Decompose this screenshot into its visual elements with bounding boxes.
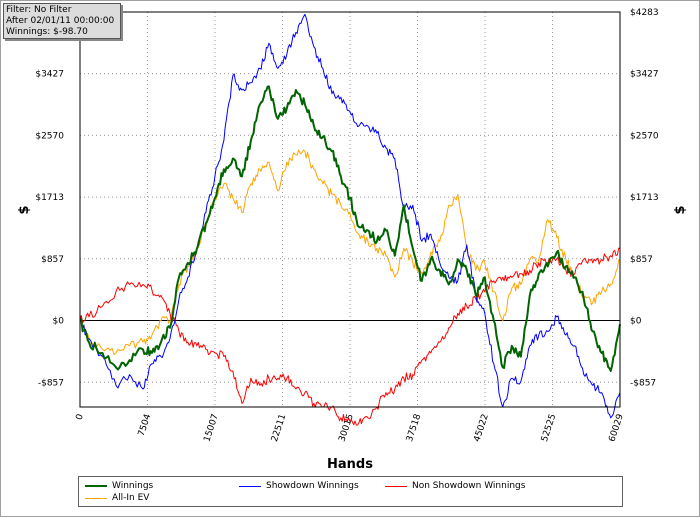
y-axis-title-left: $ — [17, 205, 32, 214]
filter-info-box: Filter: No Filter After 02/01/11 00:00:0… — [3, 3, 121, 39]
legend-swatch-showdown — [239, 485, 261, 487]
y-tick-label-right: $2570 — [630, 131, 659, 141]
x-tick-label: 22511 — [270, 413, 288, 443]
y-tick-label-right: $1713 — [630, 193, 659, 203]
series-line-showdown — [79, 13, 621, 419]
series-line-winnings — [79, 85, 621, 372]
y-tick-labels-right: -$857 $0 $857 $1713 $2570 $3427 $4283 — [630, 8, 659, 388]
y-axis-title-right: $ — [673, 205, 688, 214]
legend-label-non-showdown: Non Showdown Winnings — [412, 481, 526, 491]
winnings-total-label: Winnings: $-98.70 — [6, 27, 88, 37]
legend-label-showdown: Showdown Winnings — [266, 481, 359, 491]
y-tick-label-right: $0 — [630, 317, 642, 327]
y-tick-label-left: $1713 — [35, 193, 64, 203]
x-tick-label: 37518 — [405, 413, 423, 444]
y-tick-label-right: $4283 — [630, 8, 659, 18]
y-tick-label-left: $3427 — [35, 70, 64, 80]
legend-item-showdown: Showdown Winnings — [239, 480, 359, 492]
legend-label-allin-ev: All-In EV — [112, 493, 150, 503]
legend-item-non-showdown: Non Showdown Winnings — [385, 480, 525, 492]
legend-label-winnings: Winnings — [112, 481, 154, 491]
y-tick-label-left: $2570 — [35, 131, 64, 141]
legend-swatch-winnings — [85, 485, 107, 487]
filter-label: Filter: No Filter — [6, 5, 72, 15]
legend-item-winnings: Winnings — [85, 480, 153, 492]
x-axis-title: Hands — [327, 457, 373, 472]
y-tick-labels-left: -$857$0$857$1713$2570$3427$4283 — [35, 8, 64, 388]
x-tick-label: 30015 — [337, 413, 355, 443]
series-line-non-showdown — [79, 247, 621, 426]
x-tick-label: 45022 — [472, 413, 490, 443]
x-tick-labels: 0 7504 15007 22511 30015 37518 45022 52525 60029 — [75, 413, 626, 444]
y-tick-label-right: -$857 — [630, 378, 656, 388]
grid-layer — [79, 11, 621, 407]
legend-item-allin-ev: All-In EV — [85, 492, 149, 504]
y-tick-label-left: $857 — [41, 255, 64, 265]
x-tick-label: 15007 — [202, 413, 220, 443]
x-tick-label: 52525 — [540, 413, 558, 443]
legend-swatch-allin-ev — [85, 497, 107, 499]
legend-swatch-non-showdown — [385, 485, 407, 487]
plot-border — [79, 11, 621, 408]
y-tick-label-left: $0 — [53, 317, 65, 327]
y-tick-label-left: -$857 — [38, 378, 64, 388]
y-tick-label-right: $3427 — [630, 70, 659, 80]
x-tick-label: 7504 — [137, 413, 154, 438]
after-date-label: After 02/01/11 00:00:00 — [6, 16, 115, 26]
y-tick-label-right: $857 — [630, 255, 653, 265]
x-tick-label: 0 — [75, 413, 86, 422]
series-layer — [79, 13, 621, 426]
chart-legend: Winnings Showdown Winnings Non Showdown … — [78, 476, 623, 507]
